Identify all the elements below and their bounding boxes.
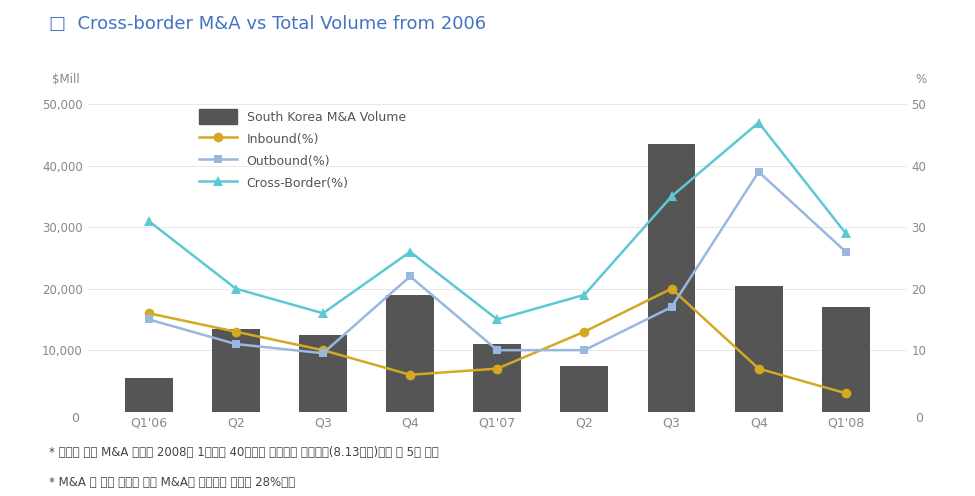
Text: * 국내외 해외 M&A 규모는 2008년 1분기중 40억불을 수준으로 전년동기(8.13억불)대비 약 5배 증가: * 국내외 해외 M&A 규모는 2008년 1분기중 40억불을 수준으로 전… bbox=[49, 446, 439, 459]
Bar bbox=[473, 344, 522, 412]
Text: □  Cross-border M&A vs Total Volume from 2006: □ Cross-border M&A vs Total Volume from … bbox=[49, 15, 486, 33]
Bar bbox=[212, 329, 259, 412]
Text: * M&A 총 규모 중에서 해외 M&A가 차지하는 비중은 28%수준: * M&A 총 규모 중에서 해외 M&A가 차지하는 비중은 28%수준 bbox=[49, 476, 294, 489]
Bar bbox=[299, 335, 347, 412]
Bar bbox=[386, 295, 434, 412]
Bar bbox=[735, 286, 783, 412]
Bar bbox=[822, 307, 870, 412]
Bar bbox=[647, 144, 695, 412]
Text: 0: 0 bbox=[915, 412, 923, 425]
Bar bbox=[561, 366, 608, 412]
Text: %: % bbox=[915, 73, 926, 86]
Legend: South Korea M&A Volume, Inbound(%), Outbound(%), Cross-Border(%): South Korea M&A Volume, Inbound(%), Outb… bbox=[194, 104, 410, 196]
Text: $Mill: $Mill bbox=[52, 73, 80, 86]
Text: 0: 0 bbox=[71, 412, 80, 425]
Bar bbox=[125, 378, 173, 412]
